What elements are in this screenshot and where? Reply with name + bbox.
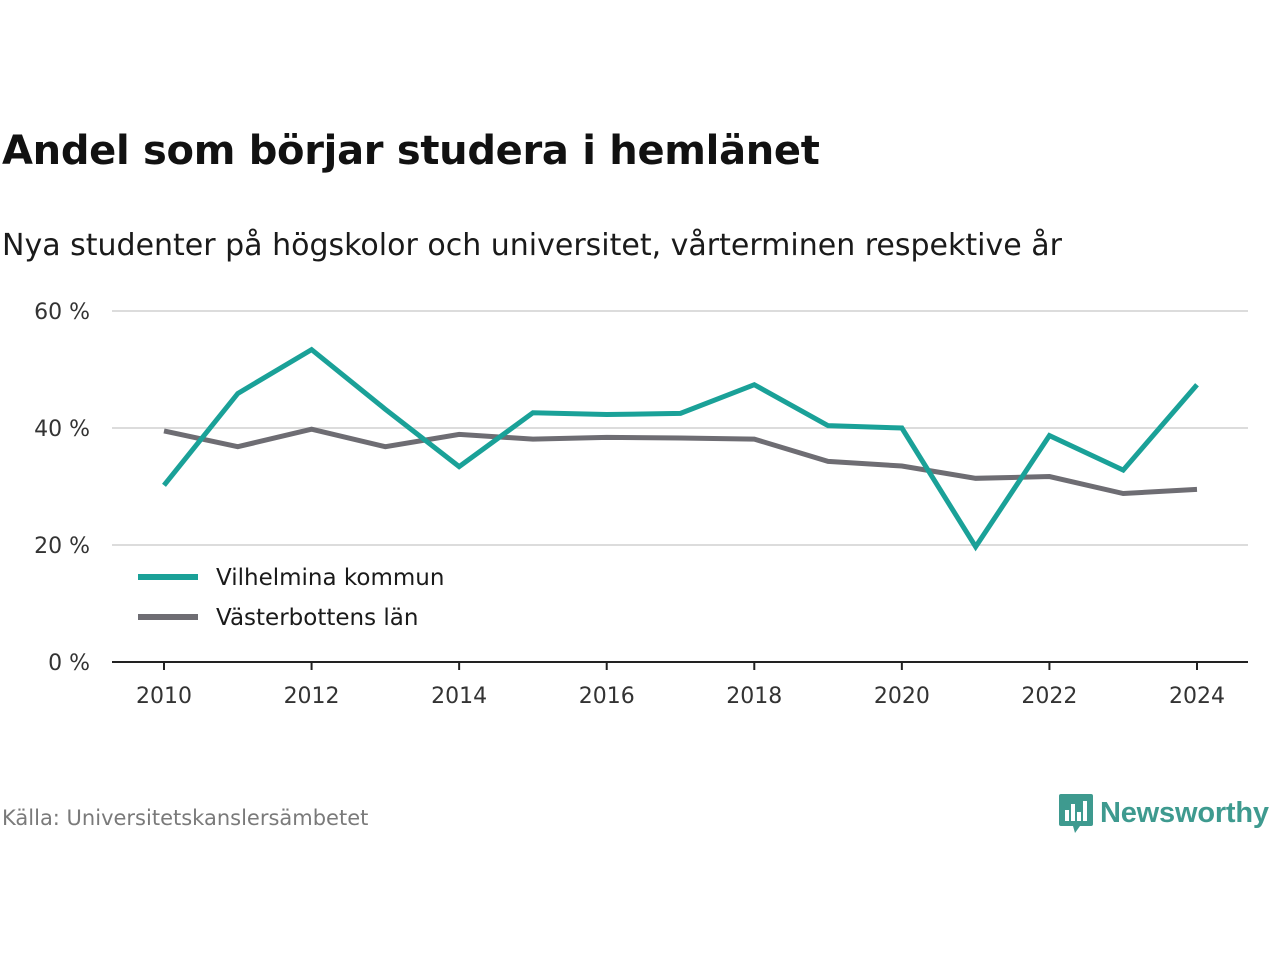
x-axis: 2010 2012 2014 2016 2018 2020 2022 2024 [112,661,1248,709]
legend-label: Vilhelmina kommun [216,565,444,591]
y-tick-label: 60 % [34,300,90,325]
x-tick-label: 2018 [726,684,782,709]
x-tick-label: 2024 [1169,684,1225,709]
series-line-vasterbotten [163,426,1198,497]
series-lines [162,346,1199,552]
legend: Vilhelmina kommun Västerbottens län [138,565,444,631]
x-tick-label: 2016 [579,684,635,709]
x-tick-label: 2020 [874,684,930,709]
x-tick-label: 2010 [136,684,192,709]
gridlines [112,310,1248,546]
series-line-vilhelmina [162,346,1199,552]
legend-label: Västerbottens län [216,605,418,631]
chart-subtitle: Nya studenter på högskolor och universit… [2,228,1062,263]
logo-wordmark: Newsworthy [1100,796,1269,829]
bar-chart-speech-bubble-icon [1059,794,1093,833]
chart-title: Andel som börjar studera i hemlänet [2,128,820,174]
x-tick-label: 2022 [1021,684,1077,709]
source-note: Källa: Universitetskanslersämbetet [2,806,369,830]
y-axis-tick-labels: 0 % 20 % 40 % 60 % [34,300,90,676]
y-tick-label: 0 % [48,651,90,676]
y-tick-label: 40 % [34,417,90,442]
x-tick-label: 2012 [284,684,340,709]
y-tick-label: 20 % [34,534,90,559]
newsworthy-logo: Newsworthy [1058,792,1269,834]
x-tick-label: 2014 [431,684,487,709]
